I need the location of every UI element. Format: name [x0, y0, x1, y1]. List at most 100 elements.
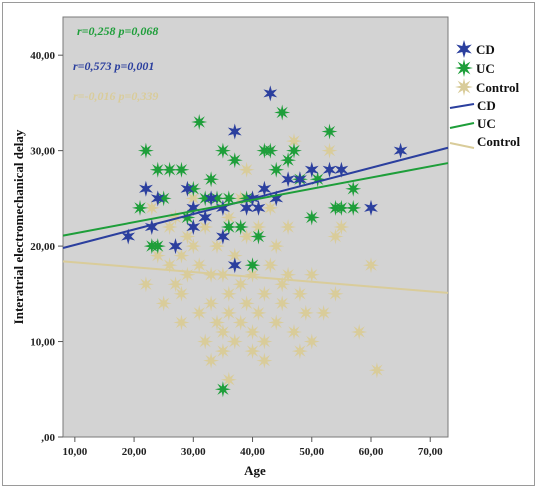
point-control-55	[315, 304, 332, 321]
point-uc-23	[274, 104, 291, 121]
x-tick-label: 50,00	[299, 446, 324, 458]
point-cd-18	[281, 171, 295, 188]
legend: CD UC Control CD UC Control	[449, 40, 520, 149]
point-uc-16	[232, 219, 249, 235]
stat-annotation-uc: r=0,258 p=0,068	[77, 24, 158, 38]
point-control-7	[167, 276, 184, 293]
point-cd-16	[263, 85, 278, 102]
point-uc-32	[345, 199, 362, 216]
legend-line-uc	[449, 122, 475, 129]
point-control-48	[280, 219, 297, 235]
point-uc-14	[220, 190, 237, 207]
point-control-20	[209, 238, 225, 255]
point-uc-35	[220, 219, 237, 235]
point-control-35	[238, 295, 255, 312]
y-tick-label: 20,00	[30, 241, 55, 253]
point-control-56	[321, 142, 338, 159]
point-control-15	[191, 257, 208, 274]
point-uc-22	[268, 161, 285, 178]
point-control-39	[250, 219, 267, 235]
point-control-14	[191, 304, 208, 321]
legend-line-control	[449, 142, 475, 149]
point-control-62	[368, 362, 385, 379]
point-control-23	[214, 324, 231, 340]
point-control-44	[262, 199, 279, 216]
x-axis-title: Age	[244, 463, 266, 478]
legend-marker-uc-star	[455, 59, 473, 77]
point-uc-21	[262, 142, 279, 159]
point-control-64	[256, 352, 273, 369]
legend-marker-control-star	[455, 78, 473, 96]
point-cd-8	[204, 190, 218, 207]
scatter-chart: 10,00 20,00 30,00 40,00 50,00 60,00 70,00 ,00 1…	[11, 16, 520, 478]
point-uc-5	[155, 190, 172, 207]
point-uc-29	[321, 123, 338, 140]
chart-frame: 10,00 20,00 30,00 40,00 50,00 60,00 70,00 ,00 1…	[2, 2, 535, 486]
point-uc-10	[197, 190, 214, 207]
fit-line-control	[62, 260, 449, 294]
legend-marker-cd	[456, 40, 472, 58]
point-control-13	[185, 238, 202, 255]
point-uc-18	[244, 257, 261, 274]
point-control-51	[291, 285, 308, 302]
point-uc-25	[286, 142, 302, 159]
point-control-2	[149, 247, 166, 264]
x-tick-label: 40,00	[240, 446, 265, 458]
point-control-60	[351, 324, 368, 340]
point-cd-4	[168, 238, 183, 255]
point-cd-10	[216, 199, 230, 216]
x-tick-label: 70,00	[418, 446, 443, 458]
point-control-69	[274, 295, 291, 312]
point-control-43	[262, 257, 279, 274]
x-tick-label: 60,00	[359, 446, 384, 458]
point-control-63	[203, 352, 220, 369]
fit-lines-layer	[62, 146, 449, 294]
point-control-59	[333, 219, 350, 235]
point-uc-33	[345, 180, 362, 197]
x-tick-label: 10,00	[62, 446, 87, 458]
point-control-18	[203, 266, 220, 283]
point-cd-21	[322, 161, 337, 178]
point-uc-13	[214, 142, 231, 159]
stat-annotation-control: r=-0,016 p=0,339	[73, 89, 158, 103]
point-control-36	[244, 266, 261, 283]
legend-marker-cd-star	[456, 40, 472, 58]
point-control-40	[250, 304, 267, 321]
point-control-54	[303, 333, 320, 350]
point-control-1	[143, 199, 160, 216]
point-control-25	[220, 209, 237, 226]
point-cd-26	[186, 219, 201, 235]
point-control-12	[185, 190, 202, 207]
point-control-4	[161, 219, 178, 235]
point-control-26	[220, 285, 237, 302]
legend-label-control: Control	[476, 80, 519, 95]
point-uc-34	[214, 381, 231, 398]
point-uc-9	[191, 114, 208, 130]
y-axis-title: Interatrial electromechanical delay	[11, 129, 26, 324]
point-cd-3	[150, 190, 165, 207]
point-cd-7	[198, 209, 213, 226]
x-tick-label: 30,00	[181, 446, 206, 458]
x-tick-label: 20,00	[122, 446, 147, 458]
point-control-66	[303, 266, 320, 283]
point-control-58	[327, 228, 344, 245]
point-control-8	[173, 247, 190, 264]
legend-marker-uc	[455, 59, 473, 77]
legend-marker-control	[455, 78, 473, 96]
points-layer	[121, 85, 408, 398]
point-uc-24	[280, 152, 297, 169]
point-uc-27	[303, 209, 320, 226]
x-axis-ticks: 10,00 20,00 30,00 40,00 50,00 60,00 70,00	[62, 437, 443, 458]
point-uc-31	[333, 199, 350, 216]
point-cd-22	[334, 161, 349, 178]
point-control-68	[220, 371, 237, 388]
point-control-28	[226, 247, 243, 264]
point-control-27	[220, 304, 237, 321]
point-control-38	[244, 343, 261, 360]
legend-label-cd: CD	[476, 42, 495, 57]
point-control-53	[297, 304, 314, 321]
point-uc-4	[149, 161, 166, 178]
point-control-57	[327, 285, 344, 302]
fit-line-cd	[62, 146, 449, 249]
y-tick-label: 10,00	[30, 337, 55, 349]
